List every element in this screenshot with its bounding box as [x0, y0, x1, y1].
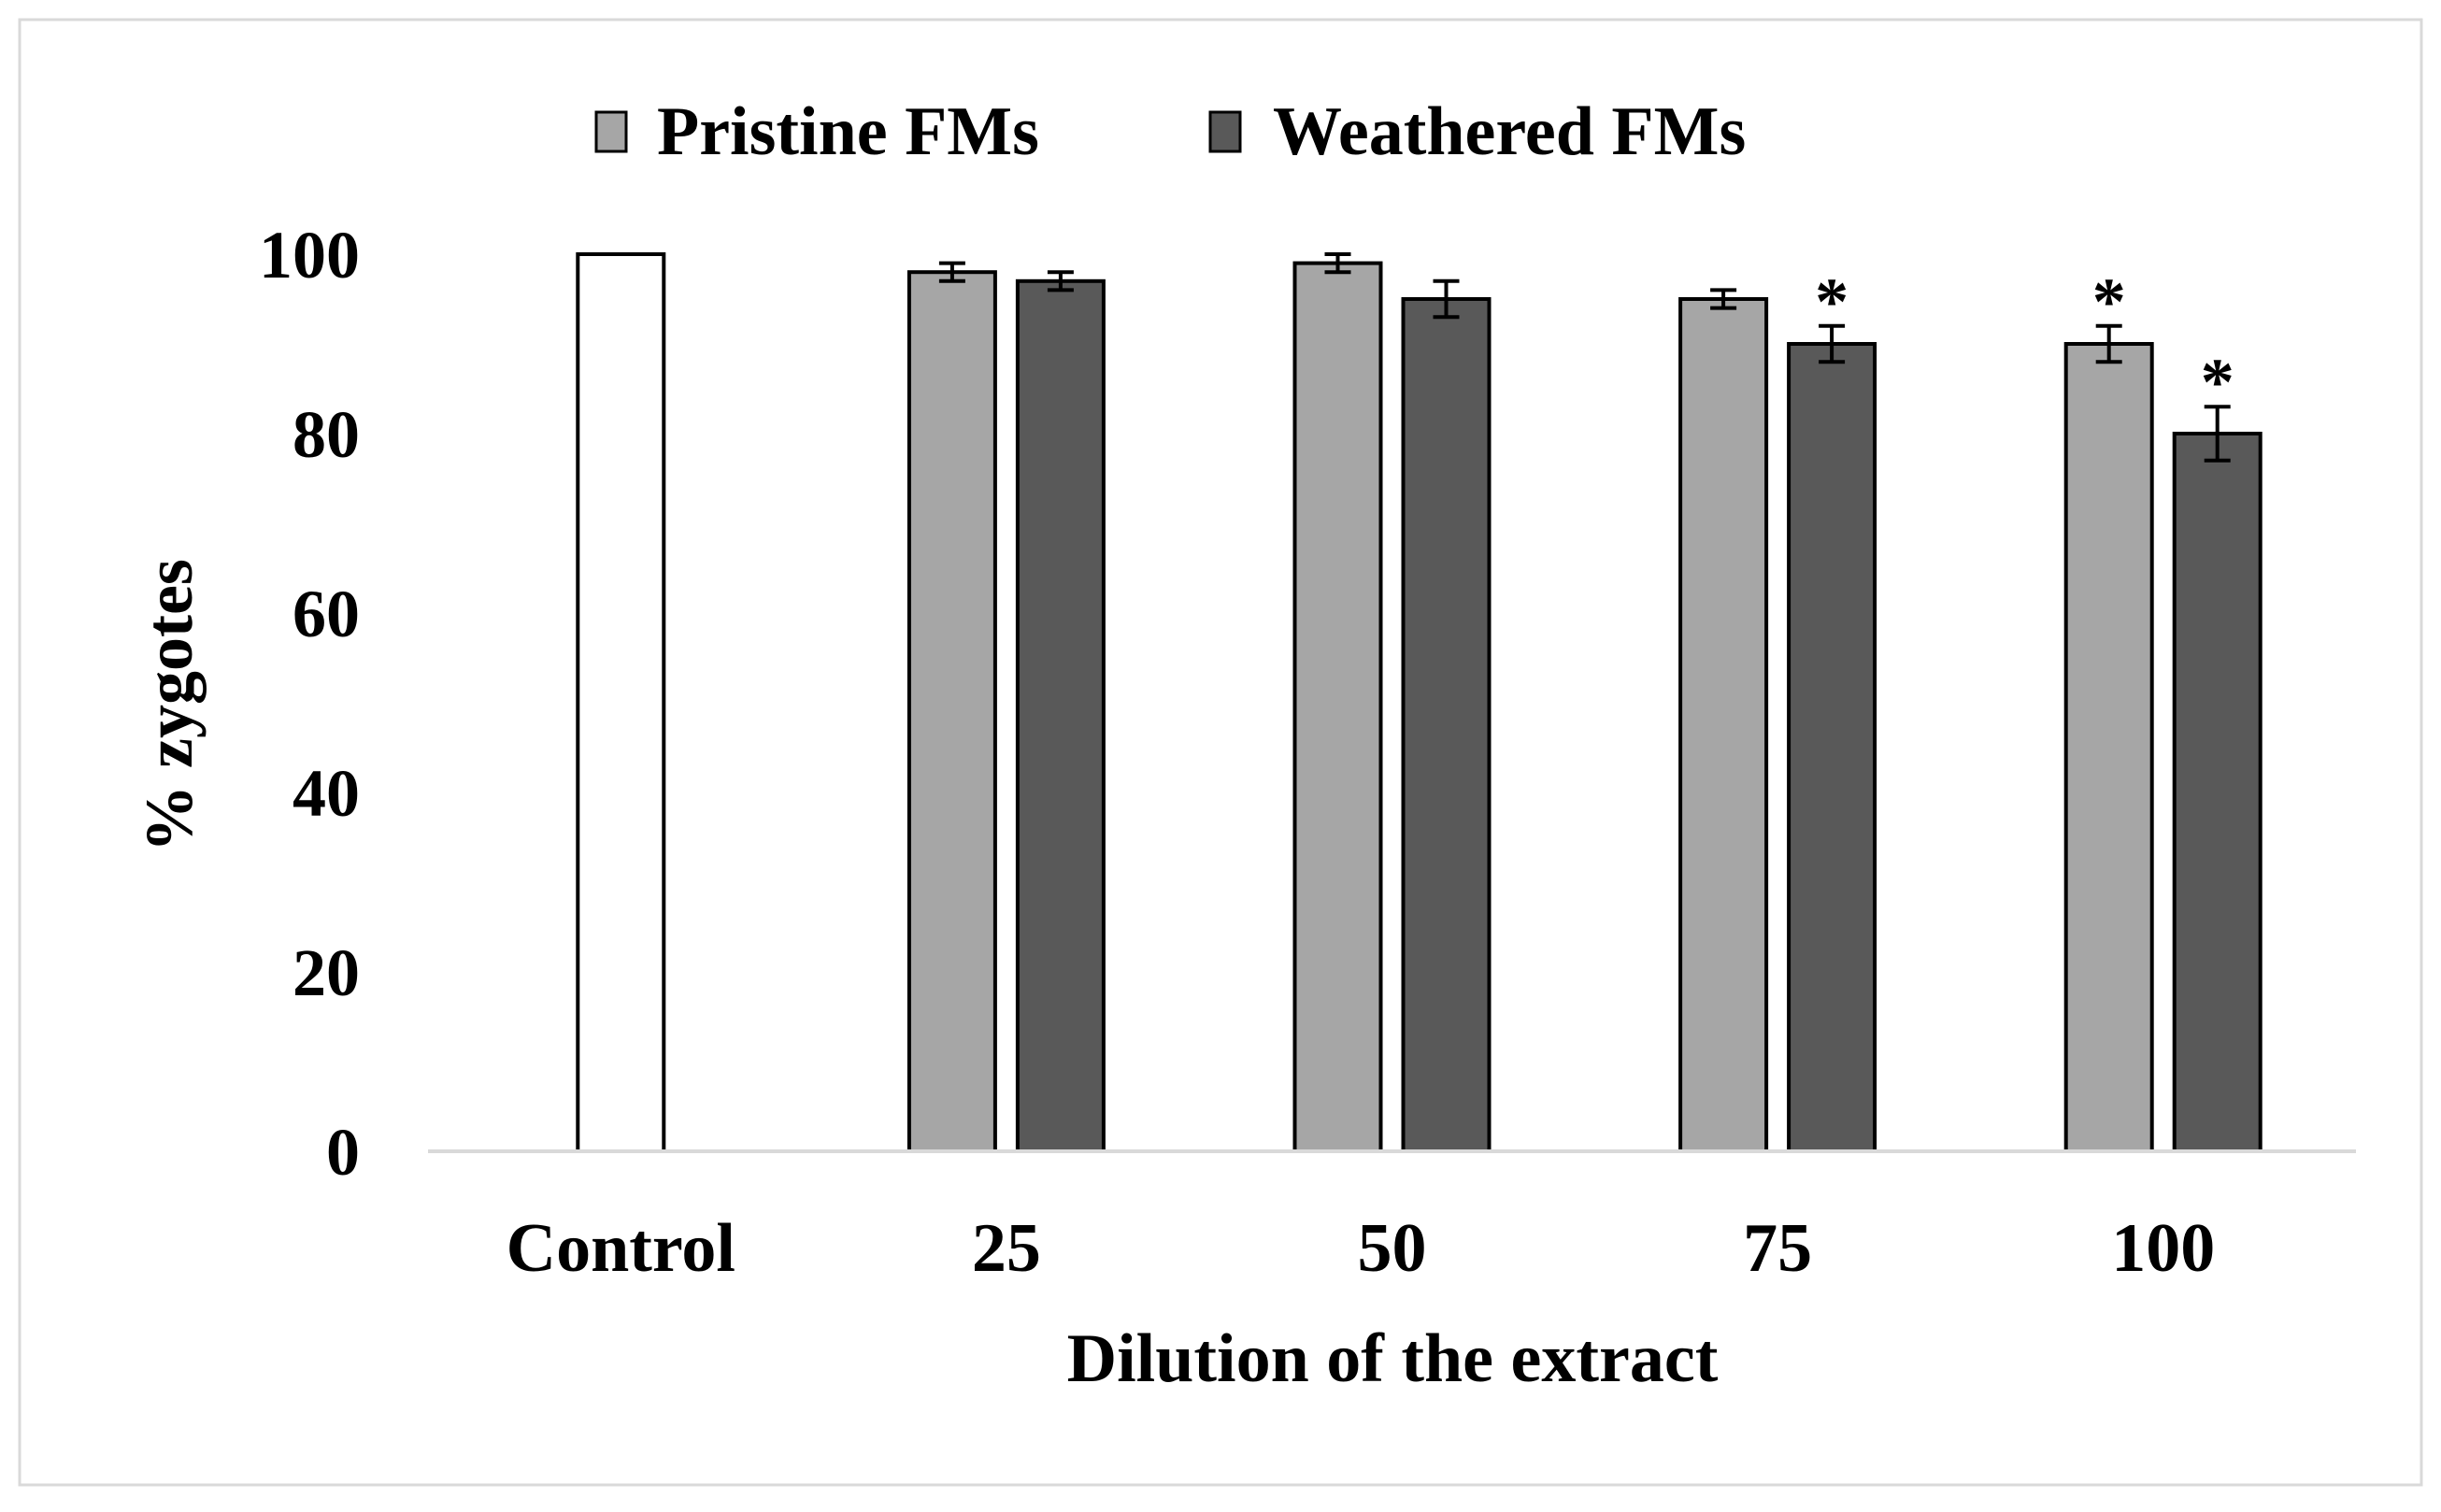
bar-pristine-25 — [906, 270, 997, 1153]
legend-label-pristine: Pristine FMs — [657, 93, 1039, 170]
error-bars — [938, 252, 2231, 463]
bar-pristine-100 — [2063, 342, 2154, 1153]
x-tick-label: Control — [507, 1210, 735, 1287]
significance-marker: * — [2201, 345, 2234, 420]
significance-markers: * * * — [1815, 264, 2234, 420]
y-tick-label: 40 — [293, 756, 360, 831]
y-tick-label: 100 — [259, 218, 360, 292]
chart-frame — [18, 18, 2423, 1487]
y-tick-label: 80 — [293, 397, 360, 472]
bar-pristine-75 — [1678, 297, 1769, 1153]
legend-swatch-pristine — [594, 110, 628, 153]
y-axis-ticks: 0 20 40 60 80 100 — [259, 218, 360, 1190]
bar-pristine-50 — [1292, 261, 1383, 1154]
x-tick-label: 75 — [1743, 1210, 1812, 1287]
legend-label-weathered: Weathered FMs — [1273, 93, 1746, 170]
legend: Pristine FMs Weathered FMs — [594, 93, 1746, 170]
x-axis-ticks: Control 25 50 75 100 — [507, 1210, 2216, 1287]
bar-control — [576, 252, 666, 1153]
x-axis-label: Dilution of the extract — [1067, 1320, 1719, 1397]
legend-swatch-weathered — [1208, 110, 1242, 153]
y-tick-label: 60 — [293, 577, 360, 651]
x-tick-label: 100 — [2111, 1210, 2215, 1287]
y-tick-label: 20 — [293, 935, 360, 1010]
bar-weathered-50 — [1401, 297, 1492, 1153]
x-tick-label: 25 — [972, 1210, 1041, 1287]
bar-weathered-100 — [2172, 432, 2263, 1153]
x-tick-label: 50 — [1358, 1210, 1427, 1287]
bar-weathered-25 — [1015, 278, 1106, 1153]
significance-marker: * — [1815, 264, 1849, 339]
y-axis-label: % zygotes — [132, 559, 207, 852]
y-tick-label: 0 — [326, 1115, 360, 1190]
significance-marker: * — [2092, 264, 2126, 339]
bar-weathered-75 — [1787, 342, 1877, 1153]
